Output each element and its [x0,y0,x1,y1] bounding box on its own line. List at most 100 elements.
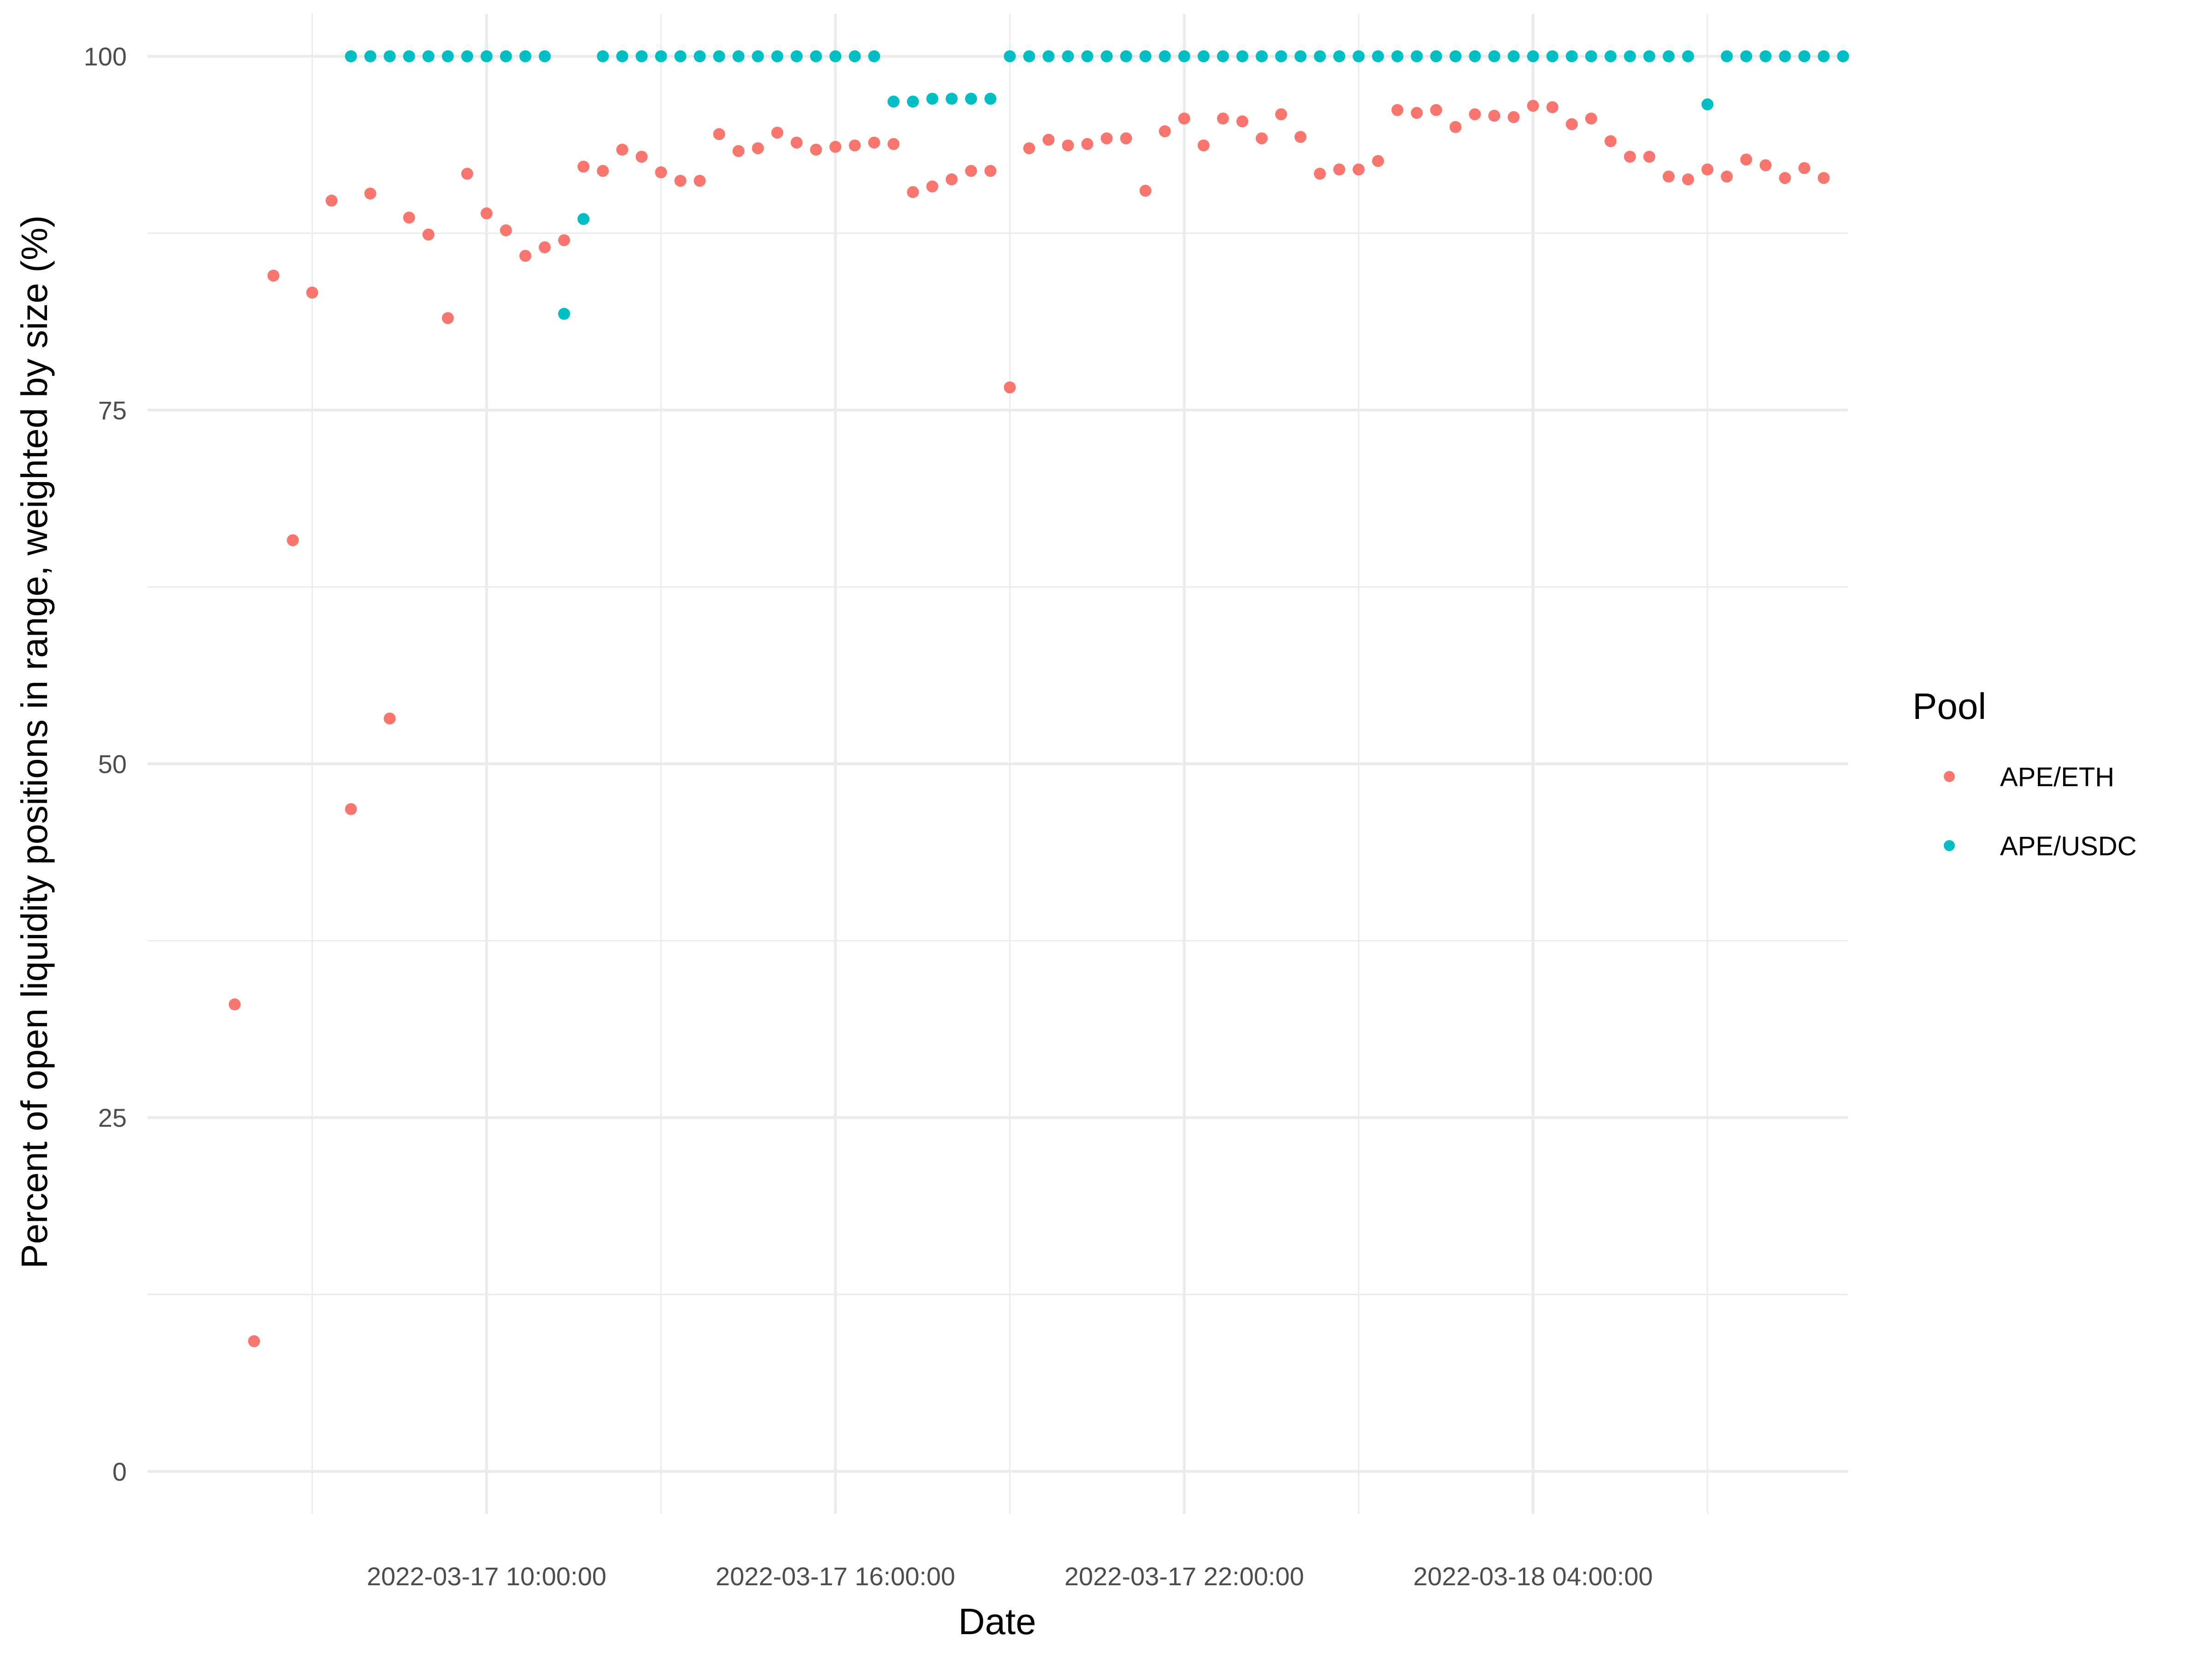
data-point-ape-eth [1275,108,1287,121]
data-point-ape-eth [1081,138,1094,150]
legend: Pool APE/ETH APE/USDC [1912,686,2137,861]
data-point-ape-eth [248,1335,260,1347]
data-point-ape-eth [713,128,725,141]
data-point-ape-eth [577,160,590,173]
data-point-ape-eth [519,250,531,262]
data-point-ape-usdc [597,50,609,63]
data-point-ape-usdc [1663,50,1675,63]
data-point-ape-eth [287,534,299,547]
data-point-ape-eth [1042,134,1055,146]
legend-label-ape-usdc: APE/USDC [2000,831,2137,861]
data-point-ape-usdc [1779,50,1791,63]
data-point-ape-usdc [1275,50,1287,63]
data-point-ape-usdc [1411,50,1423,63]
data-point-ape-usdc [1314,50,1326,63]
data-point-ape-eth [1759,159,1772,171]
data-point-ape-usdc [848,50,861,63]
data-point-ape-eth [500,224,512,236]
data-point-ape-eth [732,145,745,157]
data-point-ape-eth [1197,139,1210,152]
data-point-ape-eth [383,712,396,725]
data-point-ape-usdc [694,50,706,63]
grid [147,14,1848,1514]
data-point-ape-usdc [1159,50,1171,63]
data-point-ape-eth [1391,104,1404,116]
data-point-ape-eth [1624,151,1636,163]
data-point-ape-eth [1333,163,1346,176]
data-point-ape-eth [1004,381,1016,394]
data-point-ape-eth [1604,135,1617,147]
data-point-ape-eth [1488,110,1500,122]
data-point-ape-usdc [500,50,512,63]
data-point-ape-usdc [868,50,880,63]
data-point-ape-usdc [1643,50,1655,63]
data-point-ape-eth [946,173,958,186]
data-point-ape-eth [984,165,997,177]
data-point-ape-usdc [1624,50,1636,63]
data-point-ape-eth [1120,132,1132,145]
data-point-ape-usdc [907,95,919,108]
data-point-ape-eth [422,229,435,241]
data-point-ape-eth [1100,132,1113,145]
data-point-ape-usdc [1837,50,1849,63]
data-point-ape-usdc [441,50,454,63]
data-point-ape-usdc [1798,50,1811,63]
data-point-ape-usdc [790,50,803,63]
data-point-ape-eth [674,175,687,187]
data-point-ape-eth [1217,112,1229,125]
data-point-ape-eth [1740,153,1753,166]
data-point-ape-usdc [403,50,415,63]
y-axis-title: Percent of open liquidity positions in r… [14,215,55,1269]
data-point-ape-usdc [1469,50,1481,63]
data-point-ape-eth [1255,132,1268,145]
data-point-ape-eth [1411,106,1423,119]
data-point-ape-usdc [771,50,783,63]
data-point-ape-usdc [1372,50,1384,63]
data-point-ape-usdc [829,50,841,63]
y-tick-label: 25 [98,1103,127,1132]
data-point-ape-usdc [1759,50,1772,63]
data-point-ape-eth [965,165,977,177]
data-point-ape-eth [229,998,241,1011]
data-point-ape-usdc [1604,50,1617,63]
data-point-ape-usdc [1701,98,1714,111]
data-point-ape-usdc [519,50,531,63]
data-point-ape-eth [907,186,919,198]
data-point-ape-usdc [364,50,377,63]
data-point-ape-eth [1449,121,1462,133]
data-point-ape-eth [1527,100,1539,112]
data-point-ape-usdc [1139,50,1152,63]
data-points [229,50,1849,1347]
data-point-ape-usdc [926,93,939,105]
x-tick-label: 2022-03-17 16:00:00 [716,1562,955,1591]
data-point-ape-usdc [1120,50,1132,63]
legend-key-ape-eth [1944,771,1955,782]
y-tick-labels: 0 25 50 75 100 [84,42,127,1486]
series-ape-eth [229,100,1830,1347]
data-point-ape-usdc [616,50,629,63]
data-point-ape-usdc [1430,50,1442,63]
data-point-ape-eth [1818,172,1830,184]
data-point-ape-usdc [984,93,997,105]
data-point-ape-eth [1236,115,1248,128]
data-point-ape-eth [1314,167,1326,180]
data-point-ape-usdc [1004,50,1016,63]
data-point-ape-usdc [810,50,822,63]
data-point-ape-eth [790,136,803,149]
data-point-ape-eth [345,803,357,815]
data-point-ape-eth [1798,162,1811,174]
data-point-ape-usdc [1294,50,1307,63]
data-point-ape-eth [1565,118,1578,130]
data-point-ape-usdc [1682,50,1694,63]
data-point-ape-usdc [713,50,725,63]
data-point-ape-eth [655,166,667,178]
data-point-ape-usdc [1100,50,1113,63]
data-point-ape-eth [1701,163,1714,176]
data-point-ape-usdc [1565,50,1578,63]
data-point-ape-eth [441,312,454,324]
data-point-ape-usdc [1353,50,1365,63]
data-point-ape-usdc [1236,50,1248,63]
legend-title: Pool [1912,686,1986,727]
data-point-ape-eth [771,126,783,139]
